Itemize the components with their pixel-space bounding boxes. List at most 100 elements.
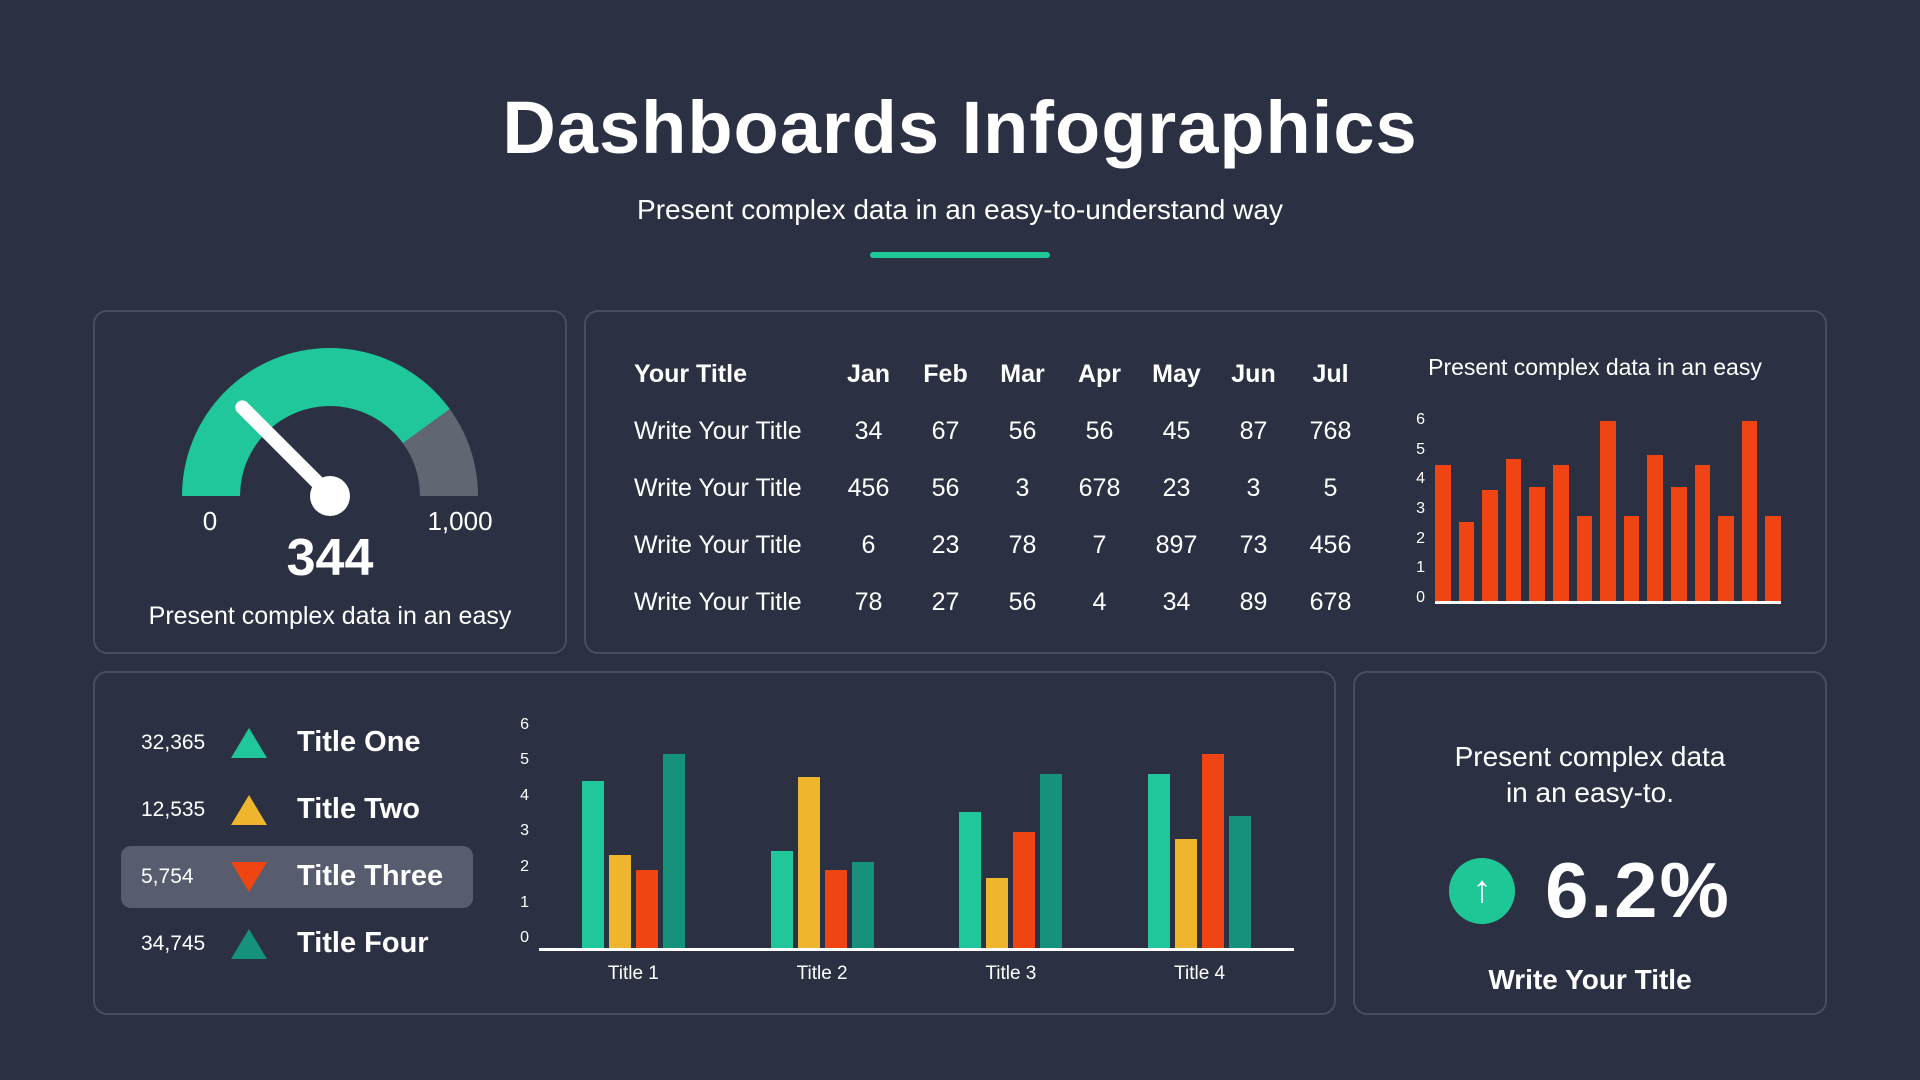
table-cell-value: 7 — [1092, 531, 1107, 559]
table-cell-value: 3 — [1015, 474, 1030, 502]
grouped-chart-category-label: Title 3 — [985, 962, 1037, 984]
kpi-title: Write Your Title — [1488, 964, 1692, 995]
gauge-hub-icon — [310, 476, 350, 516]
triangle-up-icon — [229, 928, 269, 959]
y-axis-tick: 5 — [520, 751, 529, 769]
y-axis-tick: 3 — [1416, 499, 1425, 517]
legend-value: 12,535 — [141, 797, 206, 821]
kpi-value-row: ↑ 6.2% — [1355, 845, 1825, 936]
legend-label: Title One — [297, 726, 421, 758]
triangle-shape — [231, 727, 267, 758]
page-title: Dashboards Infographics — [502, 86, 1418, 169]
grouped-chart-category-label: Title 2 — [796, 962, 848, 984]
grouped-chart-group — [747, 716, 897, 948]
grouped-chart-plot-row: 6 5 4 3 2 1 0 — [509, 716, 1294, 951]
table-cell-value: 678 — [1309, 588, 1352, 616]
triangle-up-icon — [229, 794, 269, 825]
mini-chart-bar — [1694, 464, 1711, 601]
y-axis-tick: 6 — [520, 715, 529, 733]
grouped-chart-group — [936, 716, 1086, 948]
table-header-month: Apr — [1077, 360, 1122, 388]
table-cell-value: 67 — [931, 417, 960, 445]
mini-chart-bar — [1765, 515, 1781, 601]
grouped-chart-bar — [1013, 831, 1036, 948]
triangle-down-icon — [229, 861, 269, 892]
mini-bar-chart-block: Present complex data in an easy 6 5 4 3 2 1 0 — [1409, 346, 1781, 652]
legend-row[interactable]: 32,365 Title One — [121, 712, 473, 774]
gauge-value: 344 — [286, 529, 374, 587]
mini-chart-bar — [1600, 420, 1616, 601]
mini-chart-title: Present complex data in an easy — [1428, 354, 1762, 380]
grouped-bar-chart-block: 6 5 4 3 2 1 0 Title 1 Title 2 Title 3 Title 4 — [509, 716, 1294, 985]
grouped-chart-bar — [1202, 754, 1225, 948]
table-row-label: Write Your Title — [634, 588, 802, 616]
table-row-label: Write Your Title — [634, 417, 802, 445]
table-cell-value: 4 — [1092, 588, 1107, 616]
grouped-chart-bar — [1148, 773, 1171, 948]
table-cell-value: 78 — [1008, 531, 1037, 559]
mini-chart-bar — [1718, 515, 1734, 601]
kpi-card: Present complex data in an easy-to. ↑ 6.… — [1353, 671, 1827, 1015]
table-header-month: Jan — [846, 360, 891, 388]
legend-label: Title Four — [297, 927, 429, 959]
mini-chart-y-axis: 6 5 4 3 2 1 0 — [1409, 411, 1435, 607]
arrow-up-circle-icon: ↑ — [1449, 857, 1516, 924]
legend-value: 32,365 — [141, 730, 206, 754]
grouped-chart-bar — [1229, 816, 1252, 948]
y-axis-tick: 1 — [1416, 559, 1425, 577]
kpi-percent-value: 6.2% — [1545, 846, 1731, 934]
grouped-chart-bar — [986, 877, 1009, 948]
y-axis-tick: 1 — [520, 893, 529, 911]
y-axis-tick: 2 — [1416, 529, 1425, 547]
table-cell-value: 56 — [1085, 417, 1114, 445]
y-axis-tick: 6 — [1416, 411, 1425, 428]
y-axis-tick: 4 — [520, 786, 529, 804]
page-subtitle: Present complex data in an easy-to-under… — [637, 194, 1283, 225]
legend-row[interactable]: 5,754 Title Three — [121, 845, 473, 908]
grouped-chart-group — [558, 716, 708, 948]
mini-chart-plot — [1435, 411, 1781, 604]
table-card: Your Title Jan Feb Mar Apr May Jun Jul Write You… — [584, 310, 1827, 654]
grouped-chart-bar — [635, 870, 658, 948]
y-axis-tick: 0 — [1416, 588, 1425, 606]
mini-chart-bar — [1647, 455, 1663, 601]
table-header-month: Jun — [1231, 360, 1276, 388]
grouped-chart-bar — [959, 812, 982, 948]
monthly-table: Your Title Jan Feb Mar Apr May Jun Jul Write You… — [634, 346, 1369, 652]
triangle-shape — [231, 861, 267, 892]
triangle-shape — [231, 928, 267, 959]
legend-label: Title Three — [297, 860, 444, 892]
mini-chart-plot-row: 6 5 4 3 2 1 0 — [1409, 411, 1781, 607]
gauge-caption: Present complex data in an easy — [148, 602, 512, 630]
table-header-month: May — [1152, 360, 1201, 388]
table-cell-value: 34 — [1162, 588, 1191, 616]
grouped-chart-x-labels: Title 1 Title 2 Title 3 Title 4 — [539, 963, 1294, 985]
legend-value: 34,745 — [141, 931, 206, 955]
legend-label: Title Two — [297, 793, 420, 825]
table-cell-value: 56 — [1008, 417, 1037, 445]
table-cell-value: 56 — [931, 474, 960, 502]
legend-row[interactable]: 34,745 Title Four — [121, 913, 473, 975]
grouped-chart-category-label: Title 4 — [1174, 962, 1226, 984]
table-cell-value: 78 — [854, 588, 883, 616]
grouped-chart-bar — [581, 781, 604, 948]
table-cell-value: 89 — [1239, 588, 1268, 616]
accent-divider — [870, 252, 1050, 258]
mini-chart-bar — [1529, 487, 1545, 601]
grouped-chart-bar — [608, 854, 631, 948]
table-cell-value: 6 — [861, 531, 876, 559]
y-axis-tick: 2 — [520, 858, 529, 876]
legend-row[interactable]: 12,535 Title Two — [121, 779, 473, 841]
table-cell-value: 5 — [1323, 474, 1338, 502]
grouped-chart-bar — [824, 870, 847, 948]
y-axis-tick: 4 — [1416, 470, 1425, 488]
grouped-chart-bar — [1175, 839, 1198, 948]
page-header: Dashboards Infographics Present complex … — [0, 0, 1920, 258]
mini-chart-bar — [1670, 487, 1687, 601]
kpi-caption-line2: in an easy-to. — [1505, 777, 1675, 808]
mini-chart-bar — [1741, 420, 1758, 601]
legend-value: 5,754 — [141, 864, 194, 888]
grouped-chart-bar — [851, 862, 874, 948]
table-row-label: Write Your Title — [634, 531, 802, 559]
y-axis-tick: 5 — [1416, 440, 1425, 458]
